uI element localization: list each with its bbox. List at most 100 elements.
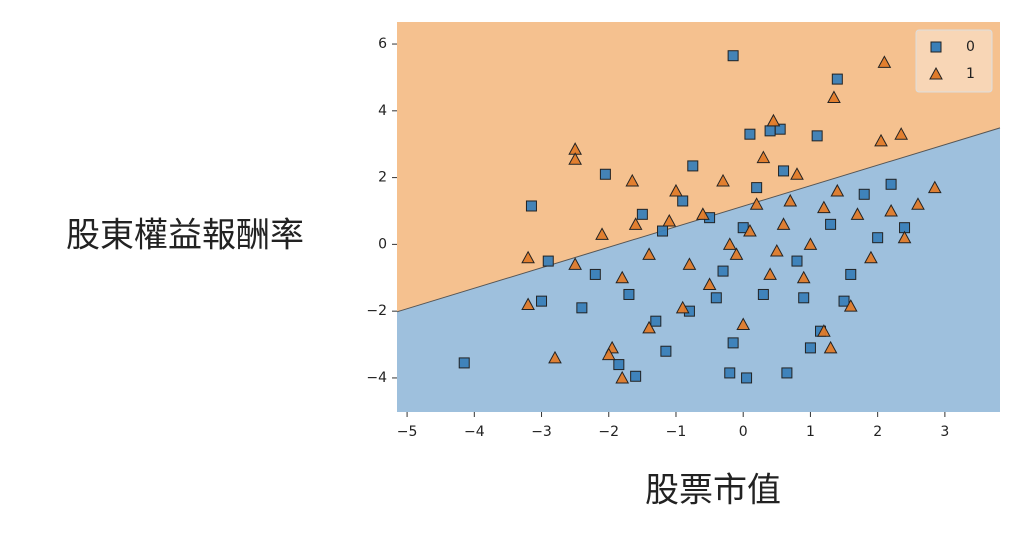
point-triangle <box>521 250 535 264</box>
x-tick-label: −4 <box>464 424 485 440</box>
point-triangle <box>827 90 841 103</box>
point-square <box>613 359 625 371</box>
y-tick-label: 0 <box>378 236 387 252</box>
point-square <box>757 288 769 300</box>
point-square <box>636 208 648 220</box>
x-tick-label: −2 <box>598 424 619 440</box>
point-square <box>804 342 816 354</box>
y-tick-label: −2 <box>366 303 387 319</box>
y-axis-label: 股東權益報酬率 <box>66 216 304 256</box>
point-triangle <box>927 180 942 194</box>
point-triangle <box>716 173 730 187</box>
point-square <box>930 41 942 53</box>
legend-label: 0 <box>966 39 975 55</box>
y-tick-label: −4 <box>366 370 387 386</box>
point-square <box>798 292 810 304</box>
point-square <box>458 357 470 369</box>
point-triangle <box>850 207 865 220</box>
y-tick-label: 2 <box>378 170 387 186</box>
point-square <box>542 255 554 267</box>
x-tick-label: −3 <box>531 424 552 440</box>
point-triangle <box>894 127 909 140</box>
point-triangle <box>783 193 798 207</box>
point-triangle <box>766 113 781 127</box>
point-square <box>724 367 736 379</box>
point-triangle <box>669 183 683 197</box>
point-square <box>525 200 537 212</box>
point-triangle <box>911 197 925 210</box>
point-triangle <box>696 207 710 220</box>
y-tick-label: 6 <box>378 36 387 52</box>
x-tick-label: 0 <box>739 424 748 440</box>
point-triangle <box>682 257 697 270</box>
x-tick-label: 3 <box>940 424 949 440</box>
point-square <box>536 295 548 307</box>
point-triangle <box>830 183 845 197</box>
point-triangle <box>521 297 535 310</box>
point-square <box>677 195 689 207</box>
decision-boundary <box>396 127 1001 313</box>
point-square <box>623 288 635 300</box>
point-square <box>744 128 756 140</box>
point-square <box>660 345 672 357</box>
point-triangle <box>897 230 912 244</box>
point-square <box>781 367 793 379</box>
point-triangle <box>722 237 737 250</box>
point-square <box>838 295 850 307</box>
legend-box <box>915 29 993 93</box>
point-square <box>710 292 722 304</box>
point-triangle <box>662 213 677 227</box>
point-triangle <box>790 167 804 180</box>
x-tick-label: 2 <box>873 424 882 440</box>
point-square <box>650 315 662 327</box>
point-triangle <box>843 299 858 312</box>
point-square <box>727 50 739 62</box>
point-square <box>825 218 837 230</box>
point-triangle <box>749 197 764 210</box>
point-triangle <box>642 247 656 260</box>
point-triangle <box>884 203 898 217</box>
point-triangle <box>615 270 630 284</box>
point-square <box>872 232 884 244</box>
point-triangle <box>743 223 757 237</box>
legend-label: 1 <box>966 66 975 82</box>
y-tick-label: 4 <box>378 103 387 119</box>
point-square <box>811 130 823 142</box>
point-square <box>727 337 739 349</box>
point-square <box>858 188 870 200</box>
point-square <box>630 370 642 382</box>
x-tick-label: −1 <box>666 424 687 440</box>
point-triangle <box>548 350 562 364</box>
point-square <box>791 255 803 267</box>
point-square <box>576 302 588 314</box>
point-square <box>589 268 601 280</box>
point-triangle <box>628 217 643 230</box>
point-square <box>741 372 753 384</box>
point-square <box>687 160 699 172</box>
point-triangle <box>877 55 892 68</box>
point-triangle <box>625 173 640 187</box>
point-triangle <box>817 324 831 337</box>
point-triangle <box>817 200 831 214</box>
x-tick-label: −5 <box>397 424 418 440</box>
point-triangle <box>756 150 771 164</box>
point-triangle <box>642 320 656 334</box>
point-triangle <box>803 237 818 250</box>
point-triangle <box>874 133 888 147</box>
x-axis-label: 股票市值 <box>645 471 781 511</box>
point-square <box>831 73 843 85</box>
point-square <box>845 268 857 280</box>
point-triangle <box>769 244 784 257</box>
point-square <box>764 125 776 137</box>
point-triangle <box>568 257 582 270</box>
point-triangle <box>595 227 609 240</box>
point-square <box>599 168 611 180</box>
point-square <box>657 225 669 237</box>
point-triangle <box>675 300 690 314</box>
point-triangle <box>729 247 744 260</box>
point-triangle <box>864 250 878 264</box>
point-square <box>885 178 897 190</box>
point-triangle <box>823 340 838 354</box>
point-triangle <box>776 217 791 230</box>
